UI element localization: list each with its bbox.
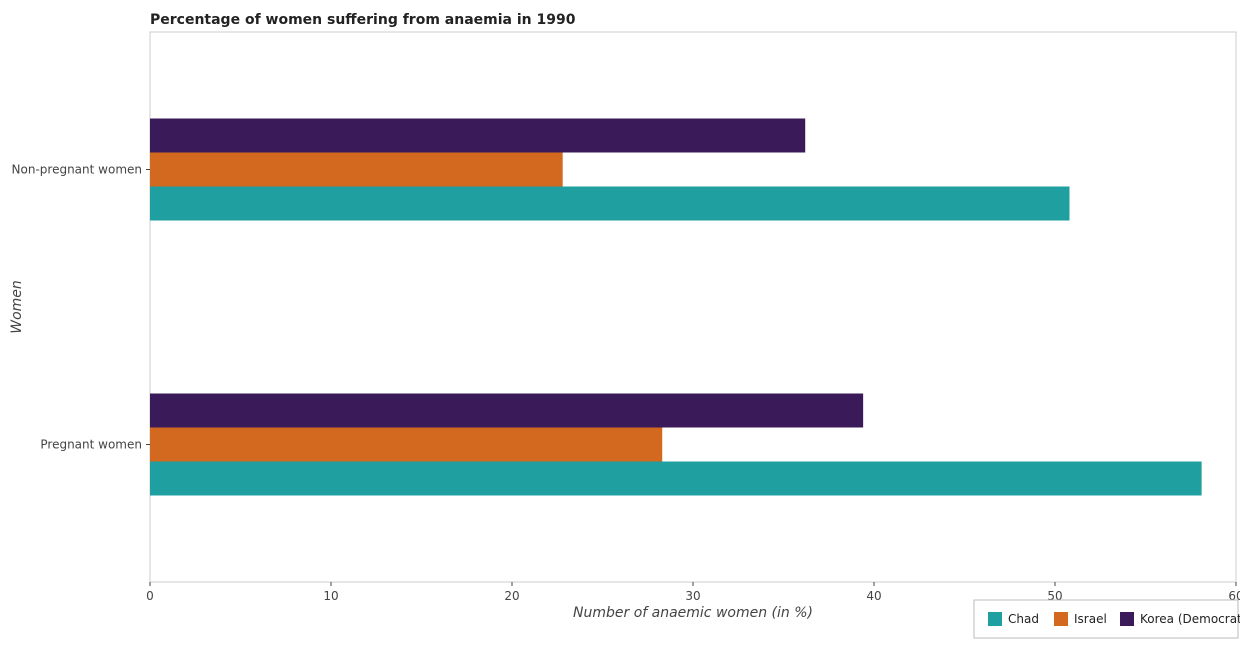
plot-frame <box>149 31 1237 583</box>
y-tick-labels: Non-pregnant women Pregnant women <box>12 163 150 452</box>
bar-israel-pregnant-women <box>150 427 663 462</box>
legend-swatch <box>1054 612 1068 626</box>
y-tick-label: Pregnant women <box>40 438 142 452</box>
legend-label: Chad <box>1008 612 1039 626</box>
y-tick-label: Non-pregnant women <box>12 163 142 177</box>
legend: Chad Israel Korea (Democratic) <box>973 599 1240 639</box>
bar-israel-non-pregnant-women <box>150 152 563 187</box>
legend-swatch <box>1120 612 1134 626</box>
legend-swatch <box>988 612 1002 626</box>
x-tick-label: 40 <box>866 589 881 603</box>
bar-korea-democratic-non-pregnant-women <box>150 118 806 153</box>
x-tick-label: 30 <box>685 589 700 603</box>
x-tick-label: 60 <box>1228 589 1240 603</box>
x-tick-label: 0 <box>146 589 154 603</box>
x-tick-label: 20 <box>504 589 519 603</box>
legend-box <box>973 599 1239 639</box>
x-axis-label: Number of anaemic women (in %) <box>573 605 813 621</box>
bar-chad-pregnant-women <box>150 461 1202 496</box>
legend-label: Korea (Democratic) <box>1140 612 1240 626</box>
legend-label: Israel <box>1074 612 1107 626</box>
bars-group <box>150 118 1202 496</box>
bar-korea-democratic-pregnant-women <box>150 393 864 428</box>
y-axis-label: Women <box>9 280 25 334</box>
bar-chad-non-pregnant-women <box>150 186 1070 221</box>
x-tick-label: 10 <box>323 589 338 603</box>
chart-title: Percentage of women suffering from anaem… <box>150 12 576 28</box>
